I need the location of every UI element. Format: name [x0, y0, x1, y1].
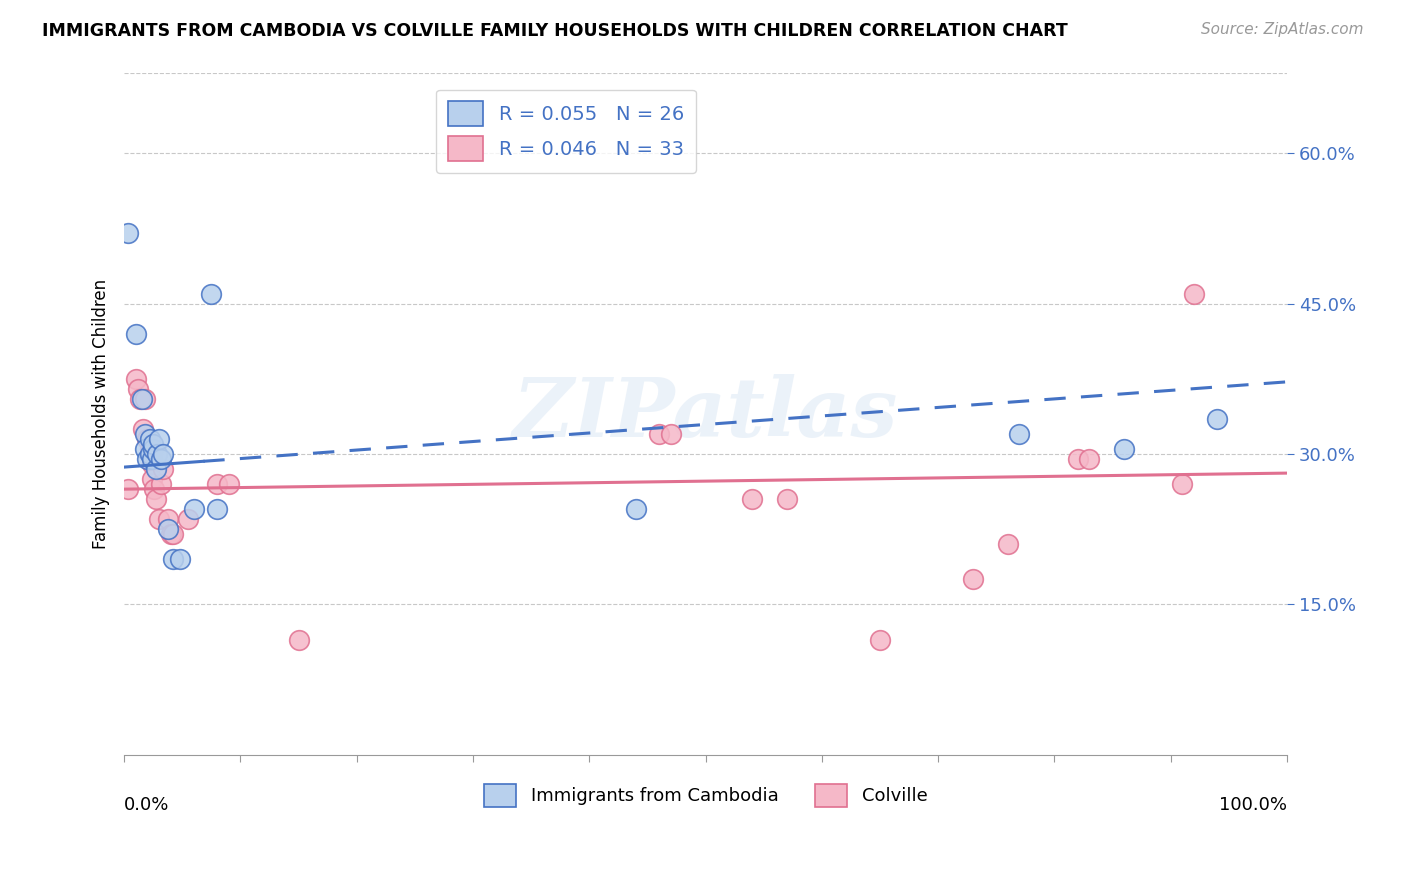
- Point: [145, 492, 167, 507]
- Point: [169, 552, 191, 566]
- Point: [125, 372, 148, 386]
- Point: [148, 512, 170, 526]
- Point: [152, 462, 174, 476]
- Point: [159, 527, 181, 541]
- Point: [200, 286, 222, 301]
- Point: [157, 522, 180, 536]
- Point: [134, 427, 156, 442]
- Point: [136, 432, 159, 446]
- Point: [162, 527, 184, 541]
- Point: [1182, 286, 1205, 301]
- Point: [125, 326, 148, 341]
- Point: [142, 442, 165, 456]
- Text: 0.0%: 0.0%: [124, 796, 170, 814]
- Point: [648, 427, 671, 442]
- Point: [1206, 412, 1229, 426]
- Point: [142, 437, 165, 451]
- Point: [139, 432, 162, 446]
- Point: [157, 512, 180, 526]
- Legend: Immigrants from Cambodia, Colville: Immigrants from Cambodia, Colville: [477, 776, 935, 814]
- Point: [141, 457, 163, 471]
- Point: [624, 502, 647, 516]
- Point: [997, 537, 1019, 551]
- Point: [127, 382, 149, 396]
- Point: [150, 452, 173, 467]
- Point: [141, 452, 163, 467]
- Point: [218, 477, 240, 491]
- Point: [287, 632, 309, 647]
- Point: [962, 573, 984, 587]
- Point: [162, 552, 184, 566]
- Point: [117, 482, 139, 496]
- Point: [1114, 442, 1136, 456]
- Point: [139, 442, 162, 456]
- Point: [145, 462, 167, 476]
- Text: Source: ZipAtlas.com: Source: ZipAtlas.com: [1201, 22, 1364, 37]
- Point: [776, 492, 799, 507]
- Point: [207, 477, 229, 491]
- Text: ZIPatlas: ZIPatlas: [513, 374, 898, 454]
- Point: [148, 432, 170, 446]
- Point: [869, 632, 891, 647]
- Point: [741, 492, 763, 507]
- Text: IMMIGRANTS FROM CAMBODIA VS COLVILLE FAMILY HOUSEHOLDS WITH CHILDREN CORRELATION: IMMIGRANTS FROM CAMBODIA VS COLVILLE FAM…: [42, 22, 1069, 40]
- Point: [1066, 452, 1088, 467]
- Point: [207, 502, 229, 516]
- Point: [1008, 427, 1031, 442]
- Point: [141, 472, 163, 486]
- Point: [132, 422, 155, 436]
- Point: [117, 227, 139, 241]
- Point: [131, 392, 153, 406]
- Point: [152, 447, 174, 461]
- Point: [143, 482, 166, 496]
- Point: [139, 447, 162, 461]
- Point: [1078, 452, 1101, 467]
- Point: [134, 392, 156, 406]
- Point: [146, 447, 169, 461]
- Point: [1171, 477, 1194, 491]
- Text: 100.0%: 100.0%: [1219, 796, 1286, 814]
- Point: [177, 512, 200, 526]
- Point: [134, 442, 156, 456]
- Point: [183, 502, 205, 516]
- Point: [150, 477, 173, 491]
- Point: [659, 427, 682, 442]
- Point: [129, 392, 152, 406]
- Point: [136, 452, 159, 467]
- Y-axis label: Family Households with Children: Family Households with Children: [93, 279, 110, 549]
